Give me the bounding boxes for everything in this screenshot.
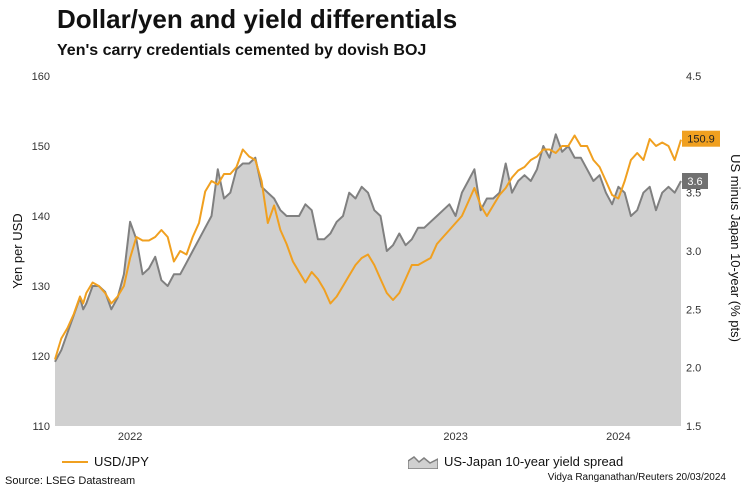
y-right-axis-title: US minus Japan 10-year (% pts) bbox=[728, 154, 743, 342]
spread-area bbox=[55, 134, 681, 427]
credit-note: Vidya Ranganathan/Reuters 20/03/2024 bbox=[547, 472, 726, 483]
y-left-tick-label: 160 bbox=[32, 71, 50, 83]
chart-title: Dollar/yen and yield differentials bbox=[57, 4, 458, 34]
y-right-tick-label: 2.5 bbox=[686, 304, 701, 316]
y-right-tick-label: 3.5 bbox=[686, 188, 701, 200]
y-left-tick-label: 110 bbox=[32, 421, 50, 433]
spread-line bbox=[54, 133, 682, 363]
y-right-tick-label: 3.0 bbox=[686, 246, 701, 258]
y-right-tick-label: 1.5 bbox=[686, 421, 701, 433]
y-left-tick-label: 150 bbox=[32, 141, 50, 153]
y-left-tick-label: 120 bbox=[32, 351, 50, 363]
y-left-axis-title: Yen per USD bbox=[10, 213, 25, 288]
chart-subtitle: Yen's carry credentials cemented by dovi… bbox=[57, 42, 427, 59]
x-tick-label: 2022 bbox=[118, 431, 142, 443]
y-left-tick-label: 140 bbox=[32, 211, 50, 223]
usdjpy-end-label-box bbox=[682, 130, 720, 147]
usdjpy-line bbox=[54, 134, 682, 360]
legend-spread-label: US-Japan 10-year yield spread bbox=[444, 454, 624, 469]
legend-usdjpy-label: USD/JPY bbox=[94, 454, 149, 469]
legend-spread-swatch bbox=[408, 455, 438, 469]
usdjpy-end-label: 150.9 bbox=[687, 134, 715, 146]
legend-spread: US-Japan 10-year yield spread bbox=[408, 454, 623, 469]
x-tick-label: 2024 bbox=[606, 431, 630, 443]
y-left-tick-label: 130 bbox=[32, 281, 50, 293]
y-right-tick-label: 4.5 bbox=[686, 71, 701, 83]
spread-end-label-box bbox=[682, 173, 708, 189]
source-note: Source: LSEG Datastream bbox=[5, 475, 136, 487]
x-tick-label: 2023 bbox=[443, 431, 467, 443]
y-right-tick-label: 2.0 bbox=[686, 363, 701, 375]
legend-usdjpy: USD/JPY bbox=[62, 454, 149, 469]
spread-end-label: 3.6 bbox=[687, 176, 702, 188]
legend-usdjpy-swatch bbox=[62, 460, 88, 463]
